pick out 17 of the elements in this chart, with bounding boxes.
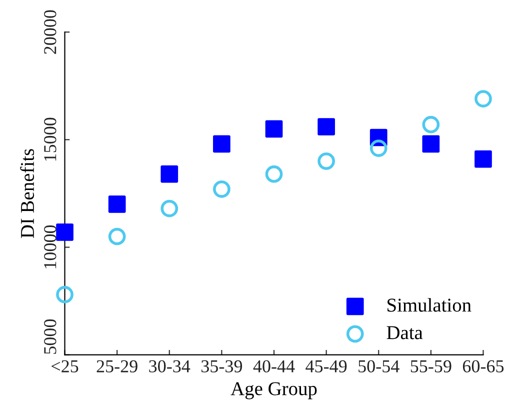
x-tick-label: 35-39 (201, 360, 242, 372)
x-tick-label: <25 (52, 360, 78, 372)
y-tick-label: 20000 (44, 10, 56, 54)
x-tick-label: 50-54 (358, 360, 400, 372)
x-tick-label: 55-59 (410, 360, 452, 372)
x-tick-label: 45-49 (306, 360, 347, 372)
x-tick-label: 40-44 (253, 360, 295, 372)
x-tick-label: 25-29 (96, 360, 138, 372)
legend-label: Simulation (388, 298, 472, 312)
legend-label: Data (386, 326, 423, 340)
x-tick-label: 30-34 (149, 360, 190, 372)
x-tick-label: 60-65 (462, 360, 504, 372)
y-tick-label: 5000 (44, 319, 56, 354)
y-axis-title: DI Benefits (20, 149, 34, 238)
y-tick-label: 15000 (44, 118, 56, 161)
y-tick-label: 10000 (44, 225, 56, 268)
x-axis-title: Age Group (230, 382, 317, 400)
